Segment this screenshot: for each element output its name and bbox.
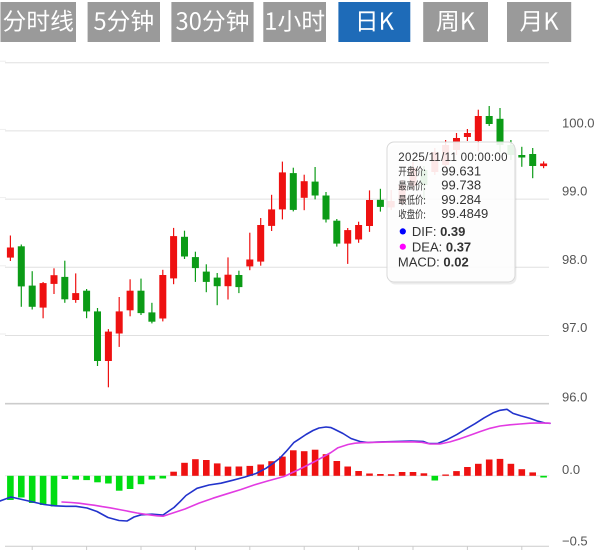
svg-text:100.0: 100.0 xyxy=(562,115,595,130)
svg-text:99.738: 99.738 xyxy=(441,178,481,193)
svg-text:99.631: 99.631 xyxy=(441,163,481,178)
svg-text:99.0: 99.0 xyxy=(562,184,587,199)
svg-text:2025/11/11 00:00:00: 2025/11/11 00:00:00 xyxy=(398,152,508,164)
svg-text:99.4849: 99.4849 xyxy=(441,206,488,221)
svg-text:−0.5: −0.5 xyxy=(562,534,588,549)
svg-text:DEA: 0.37: DEA: 0.37 xyxy=(412,239,471,254)
svg-text:99.284: 99.284 xyxy=(441,192,481,207)
svg-text:MACD: 0.02: MACD: 0.02 xyxy=(398,254,469,269)
svg-text:DIF: 0.39: DIF: 0.39 xyxy=(412,224,465,239)
svg-text:96.0: 96.0 xyxy=(562,389,587,404)
svg-text:98.0: 98.0 xyxy=(562,252,587,267)
svg-text:97.0: 97.0 xyxy=(562,320,587,335)
svg-text:0.0: 0.0 xyxy=(562,462,580,477)
